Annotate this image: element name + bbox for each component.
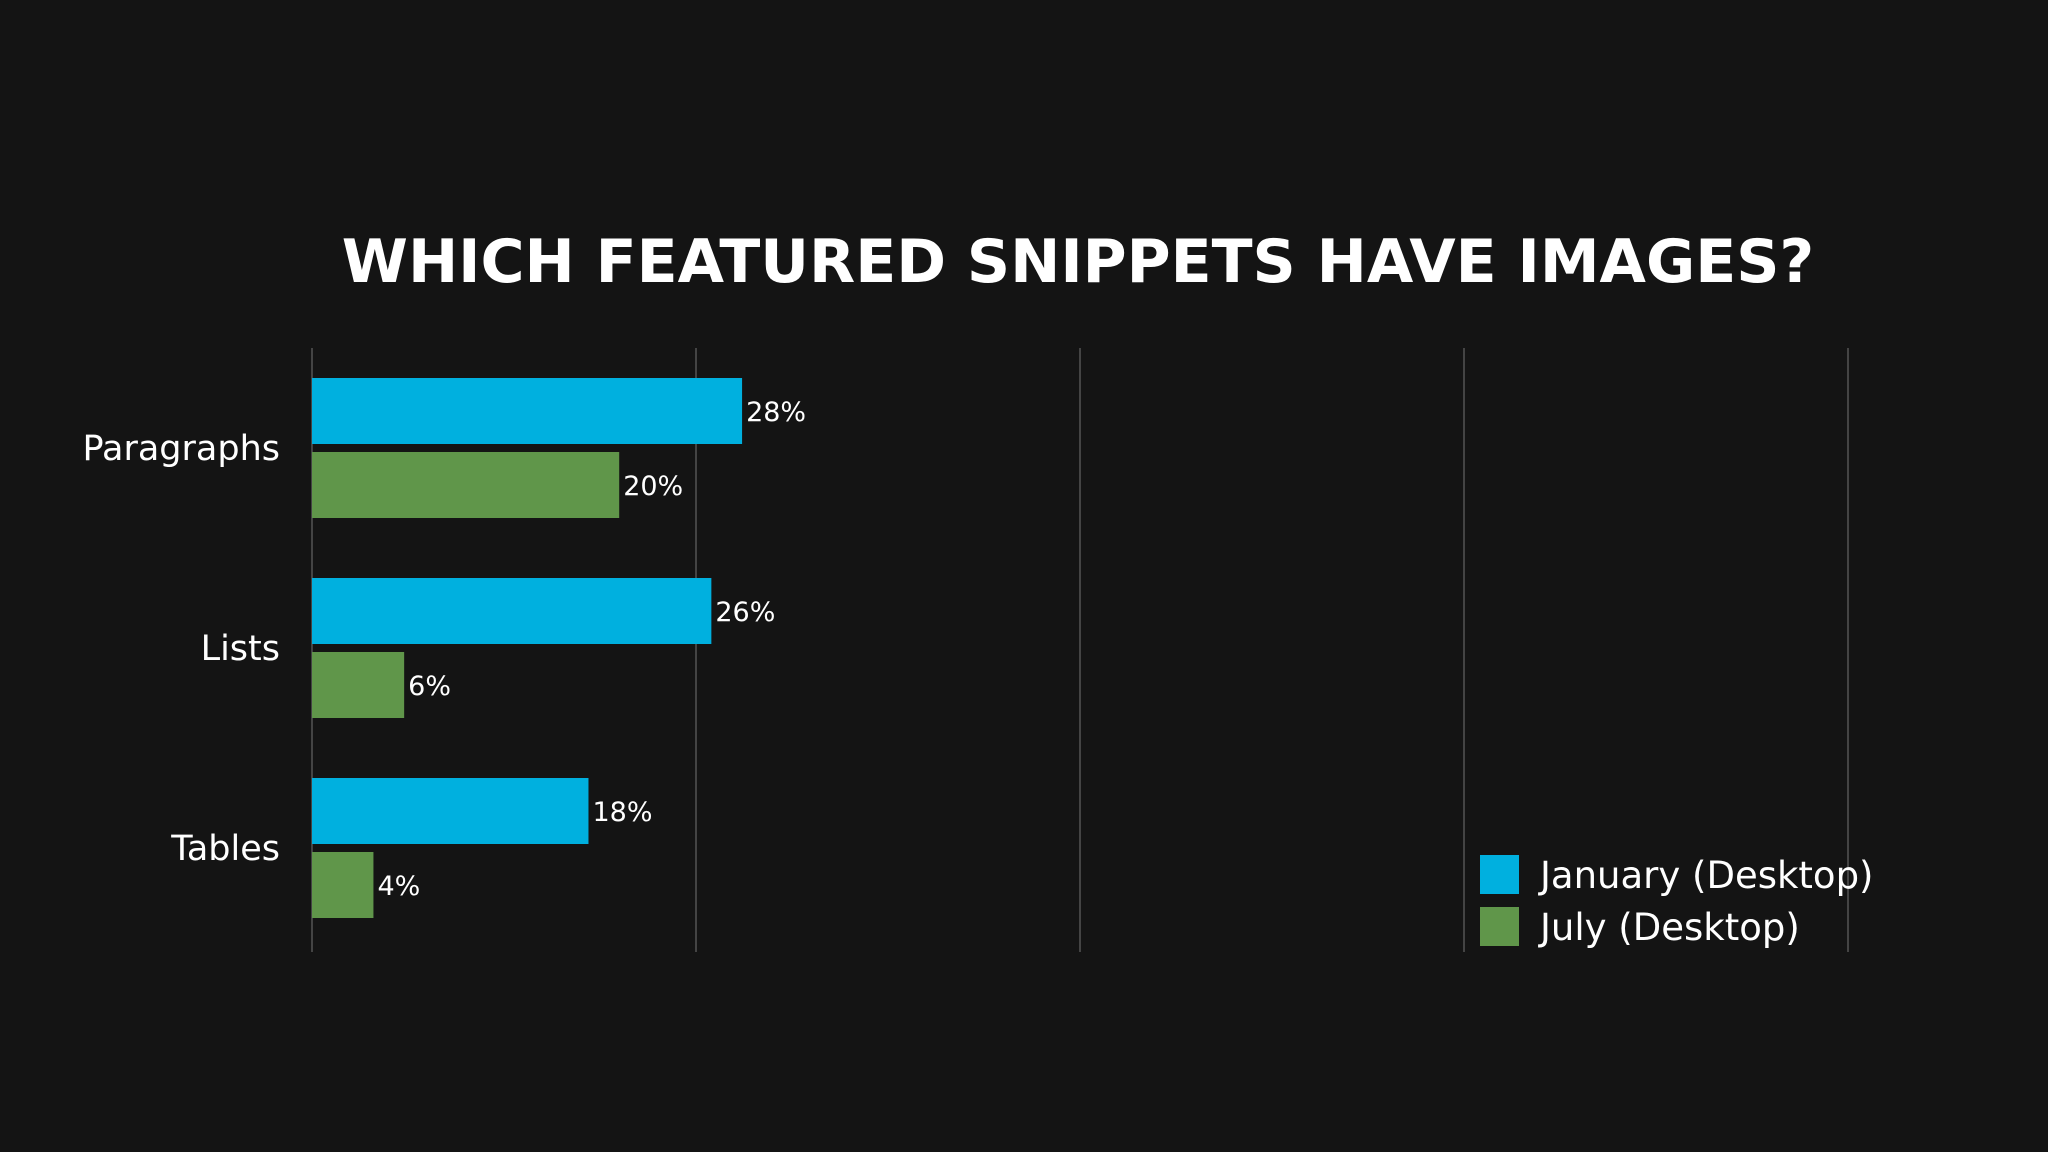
category-labels: Paragraphs Lists Tables [82, 429, 280, 869]
category-label-lists: Lists [201, 629, 280, 669]
bar-paragraphs-series-1 [312, 452, 620, 518]
chart-title: WHICH FEATURED SNIPPETS HAVE IMAGES? [342, 227, 1814, 297]
bar-tables-series-1 [312, 852, 374, 918]
bar-tables-series-0 [312, 778, 589, 844]
value-labels: 28% 20% 26% 6% 18% 4% [377, 397, 806, 902]
value-label-paragraphs-series-0: 28% [746, 397, 806, 428]
legend-swatch-series-0 [1480, 855, 1519, 894]
bars [312, 378, 743, 918]
bar-lists-series-0 [312, 578, 712, 644]
value-label-paragraphs-series-1: 20% [623, 471, 683, 502]
category-label-tables: Tables [170, 829, 280, 869]
value-label-tables-series-0: 18% [592, 797, 652, 828]
legend-swatch-series-1 [1480, 907, 1519, 946]
bar-paragraphs-series-0 [312, 378, 743, 444]
legend-label-series-1: July (Desktop) [1538, 906, 1800, 949]
legend: January (Desktop) July (Desktop) [1480, 854, 1874, 949]
value-label-lists-series-1: 6% [408, 671, 451, 702]
category-label-paragraphs: Paragraphs [82, 429, 280, 469]
value-label-lists-series-0: 26% [715, 597, 775, 628]
legend-label-series-0: January (Desktop) [1538, 854, 1874, 897]
grid-lines [311, 348, 1849, 952]
value-label-tables-series-1: 4% [377, 871, 420, 902]
bar-lists-series-1 [312, 652, 405, 718]
